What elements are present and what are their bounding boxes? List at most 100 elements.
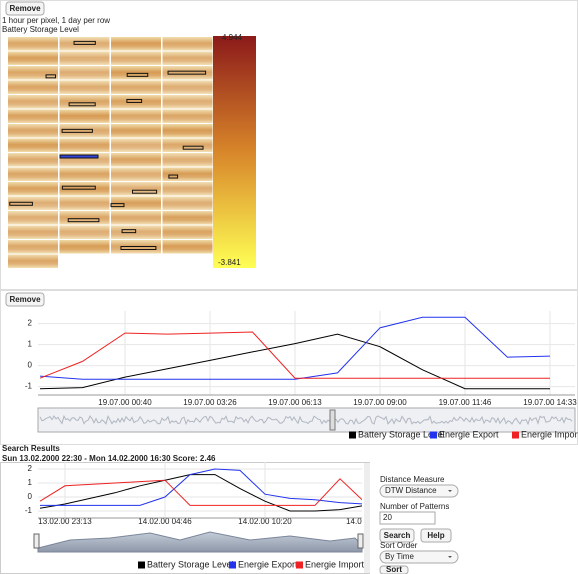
y-tick-label: -1 bbox=[25, 382, 33, 391]
heatmap-cell bbox=[59, 95, 110, 109]
select-value: By Time bbox=[385, 552, 414, 561]
match-box bbox=[126, 98, 143, 103]
search-title: Search Results bbox=[2, 444, 60, 453]
search-button[interactable]: Search bbox=[379, 528, 415, 543]
heatmap-cell bbox=[111, 124, 161, 138]
heatmap-cell bbox=[162, 80, 213, 94]
line-chart: -1 0 1 2 13.02.00 23:13 14.02.00 04:46 14.02.0… bbox=[25, 462, 362, 526]
heatmap-cell bbox=[8, 167, 58, 181]
heatmap-cell bbox=[8, 80, 58, 94]
navigator-handle[interactable] bbox=[33, 533, 40, 549]
navigator-handle[interactable] bbox=[329, 409, 336, 431]
heatmap-cell bbox=[162, 211, 213, 225]
select-value: DTW Distance bbox=[385, 486, 437, 495]
match-box bbox=[61, 185, 96, 190]
match-box bbox=[121, 229, 137, 234]
match-box bbox=[61, 128, 93, 133]
heatmap-cell bbox=[111, 109, 161, 123]
heatmap-cell bbox=[162, 95, 213, 109]
help-button[interactable]: Help bbox=[420, 528, 452, 543]
heatmap-cell bbox=[8, 51, 58, 65]
x-tick-label: 19.07.00 14:33 bbox=[523, 398, 577, 407]
heatmap-cell bbox=[111, 167, 161, 181]
legend-label: Battery Storage Level bbox=[358, 429, 445, 439]
heatmap bbox=[8, 37, 213, 268]
x-tick-label: 19.07.00 06:13 bbox=[268, 398, 322, 407]
heatmap-cell bbox=[8, 254, 58, 268]
distance-select[interactable]: DTW Distance bbox=[379, 484, 459, 498]
heatmap-cell bbox=[111, 66, 161, 80]
series-line bbox=[40, 468, 362, 506]
heatmap-cell bbox=[8, 153, 58, 167]
series-line bbox=[39, 474, 362, 512]
button-label: Help bbox=[427, 531, 444, 540]
navigator-handle[interactable] bbox=[357, 533, 364, 549]
navigator[interactable] bbox=[37, 407, 576, 433]
heatmap-cell bbox=[8, 109, 58, 123]
line-chart: -1 0 1 2 19.07.00 00:40 19.07.00 03:26 19.07.0… bbox=[25, 311, 577, 407]
heatmap-cell bbox=[111, 80, 161, 94]
legend-label: Energie Import bbox=[521, 429, 578, 439]
match-box bbox=[132, 189, 158, 194]
y-tick-label: 0 bbox=[28, 361, 33, 370]
heatmap-cell bbox=[162, 225, 213, 239]
heatmap-cell bbox=[111, 153, 161, 167]
heatmap-cell bbox=[162, 196, 213, 210]
x-tick-label: 14.02.00 10:20 bbox=[238, 517, 292, 526]
y-tick-label: 1 bbox=[28, 340, 33, 349]
sort-select[interactable]: By Time bbox=[379, 550, 459, 564]
button-label: Remove bbox=[9, 295, 41, 304]
heatmap-cell bbox=[59, 80, 110, 94]
colorbar-max: 4.944 bbox=[222, 33, 243, 42]
legend-swatch bbox=[512, 431, 519, 439]
heatmap-title: Battery Storage Level bbox=[2, 25, 79, 34]
heatmap-cell bbox=[162, 153, 213, 167]
label: Number of Patterns bbox=[380, 502, 449, 511]
heatmap-cell bbox=[162, 138, 213, 152]
heatmap-cell bbox=[162, 66, 213, 80]
match-box bbox=[73, 40, 96, 45]
match-box bbox=[168, 174, 179, 179]
series-line bbox=[39, 333, 550, 390]
heatmap-subtitle: 1 hour per pixel, 1 day per row bbox=[2, 16, 110, 25]
x-tick-label: 19.07.00 00:40 bbox=[98, 398, 152, 407]
match-box bbox=[68, 102, 96, 107]
colorbar bbox=[213, 36, 256, 268]
remove-button[interactable]: Remove bbox=[5, 292, 45, 307]
patterns-input[interactable]: 20 bbox=[379, 511, 436, 525]
label: Distance Measure bbox=[380, 475, 445, 484]
legend-label: Battery Storage Level bbox=[147, 559, 234, 569]
heatmap-cell bbox=[59, 138, 110, 152]
heatmap-cell bbox=[162, 240, 213, 254]
button-label: Remove bbox=[9, 4, 41, 13]
heatmap-cell bbox=[111, 138, 161, 152]
navigator-series bbox=[39, 414, 573, 426]
sort-button[interactable]: Sort bbox=[379, 565, 409, 574]
heatmap-cell bbox=[111, 211, 161, 225]
remove-button[interactable]: Remove bbox=[5, 1, 45, 16]
y-tick-label: 1 bbox=[28, 478, 33, 487]
match-box bbox=[126, 72, 149, 77]
scrollbar[interactable] bbox=[364, 463, 370, 573]
match-box bbox=[120, 245, 157, 250]
heatmap-cell bbox=[162, 51, 213, 65]
heatmap-cell bbox=[8, 138, 58, 152]
navigator-area bbox=[37, 531, 363, 553]
heatmap-cell bbox=[59, 225, 110, 239]
match-box bbox=[67, 218, 100, 223]
match-box bbox=[110, 203, 125, 208]
search-result: Sun 13.02.2000 22:30 - Mon 14.02.2000 16… bbox=[2, 454, 216, 463]
match-box bbox=[182, 145, 204, 150]
legend-swatch bbox=[138, 561, 145, 569]
match-box bbox=[167, 70, 207, 75]
legend-swatch bbox=[430, 431, 437, 439]
legend-label: Energie Import bbox=[305, 559, 365, 569]
legend-swatch bbox=[349, 431, 356, 439]
heatmap-cell bbox=[59, 211, 110, 225]
heatmap-cell bbox=[59, 124, 110, 138]
heatmap-cell bbox=[162, 167, 213, 181]
heatmap-cell bbox=[111, 95, 161, 109]
heatmap-cell bbox=[59, 196, 110, 210]
heatmap-cell bbox=[8, 66, 58, 80]
